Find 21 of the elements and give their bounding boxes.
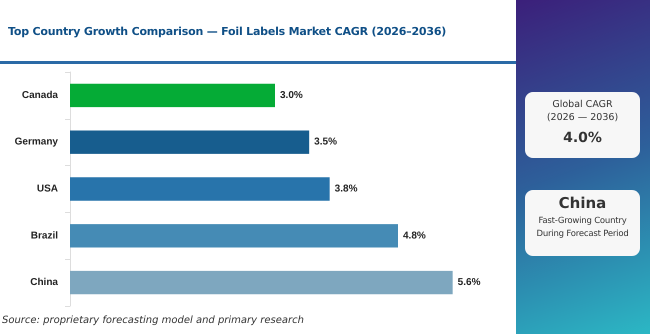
- y-tick-label: USA: [36, 184, 58, 194]
- data-label: 3.5%: [314, 136, 338, 148]
- bar: [70, 130, 310, 154]
- text: Fast-Growing Country During Forecast Period: [535, 215, 630, 241]
- source-note: Source: proprietary forecasting model and primary research: [2, 315, 304, 326]
- y-tick-label: Brazil: [30, 230, 58, 242]
- text: Global CAGR (2026 — 2036): [546, 98, 620, 125]
- bar: [70, 224, 398, 248]
- bar: [70, 270, 453, 294]
- chart-title: Top Country Growth Comparison — Foil Labels Market CAGR (2026–2036): [8, 25, 448, 38]
- bar: [70, 84, 275, 108]
- text: China: [558, 194, 608, 212]
- y-tick-label: Germany: [14, 136, 58, 148]
- bar: [70, 177, 330, 201]
- data-label: 4.8%: [403, 230, 426, 242]
- data-label: 3.0%: [280, 90, 303, 101]
- data-label: 3.8%: [334, 184, 358, 194]
- y-tick-label: China: [30, 277, 58, 288]
- y-tick-label: Canada: [22, 90, 58, 101]
- data-label: 5.6%: [458, 277, 481, 288]
- text: 4.0%: [562, 130, 603, 146]
